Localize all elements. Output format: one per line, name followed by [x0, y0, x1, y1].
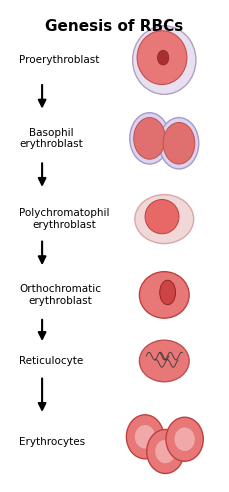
Ellipse shape [133, 26, 196, 94]
Ellipse shape [159, 118, 199, 169]
Ellipse shape [155, 440, 176, 463]
Text: Erythrocytes: Erythrocytes [19, 437, 86, 447]
Ellipse shape [158, 50, 169, 65]
Ellipse shape [134, 118, 165, 159]
Ellipse shape [130, 113, 169, 164]
Ellipse shape [139, 340, 189, 382]
Text: Orthochromatic
erythroblast: Orthochromatic erythroblast [19, 284, 101, 306]
Text: Polychromatophil
erythroblast: Polychromatophil erythroblast [19, 208, 110, 230]
Text: Proerythroblast: Proerythroblast [19, 55, 100, 65]
Ellipse shape [135, 425, 155, 449]
Ellipse shape [166, 417, 203, 461]
Text: Reticulocyte: Reticulocyte [19, 356, 84, 366]
Text: Basophil
erythroblast: Basophil erythroblast [19, 127, 83, 149]
Ellipse shape [145, 200, 179, 234]
Text: Genesis of RBCs: Genesis of RBCs [45, 19, 184, 33]
Ellipse shape [126, 415, 164, 459]
Ellipse shape [147, 430, 184, 473]
Ellipse shape [135, 195, 194, 244]
Ellipse shape [139, 272, 189, 318]
Ellipse shape [163, 123, 195, 164]
Ellipse shape [160, 280, 176, 305]
Ellipse shape [137, 31, 187, 85]
Ellipse shape [174, 428, 195, 451]
